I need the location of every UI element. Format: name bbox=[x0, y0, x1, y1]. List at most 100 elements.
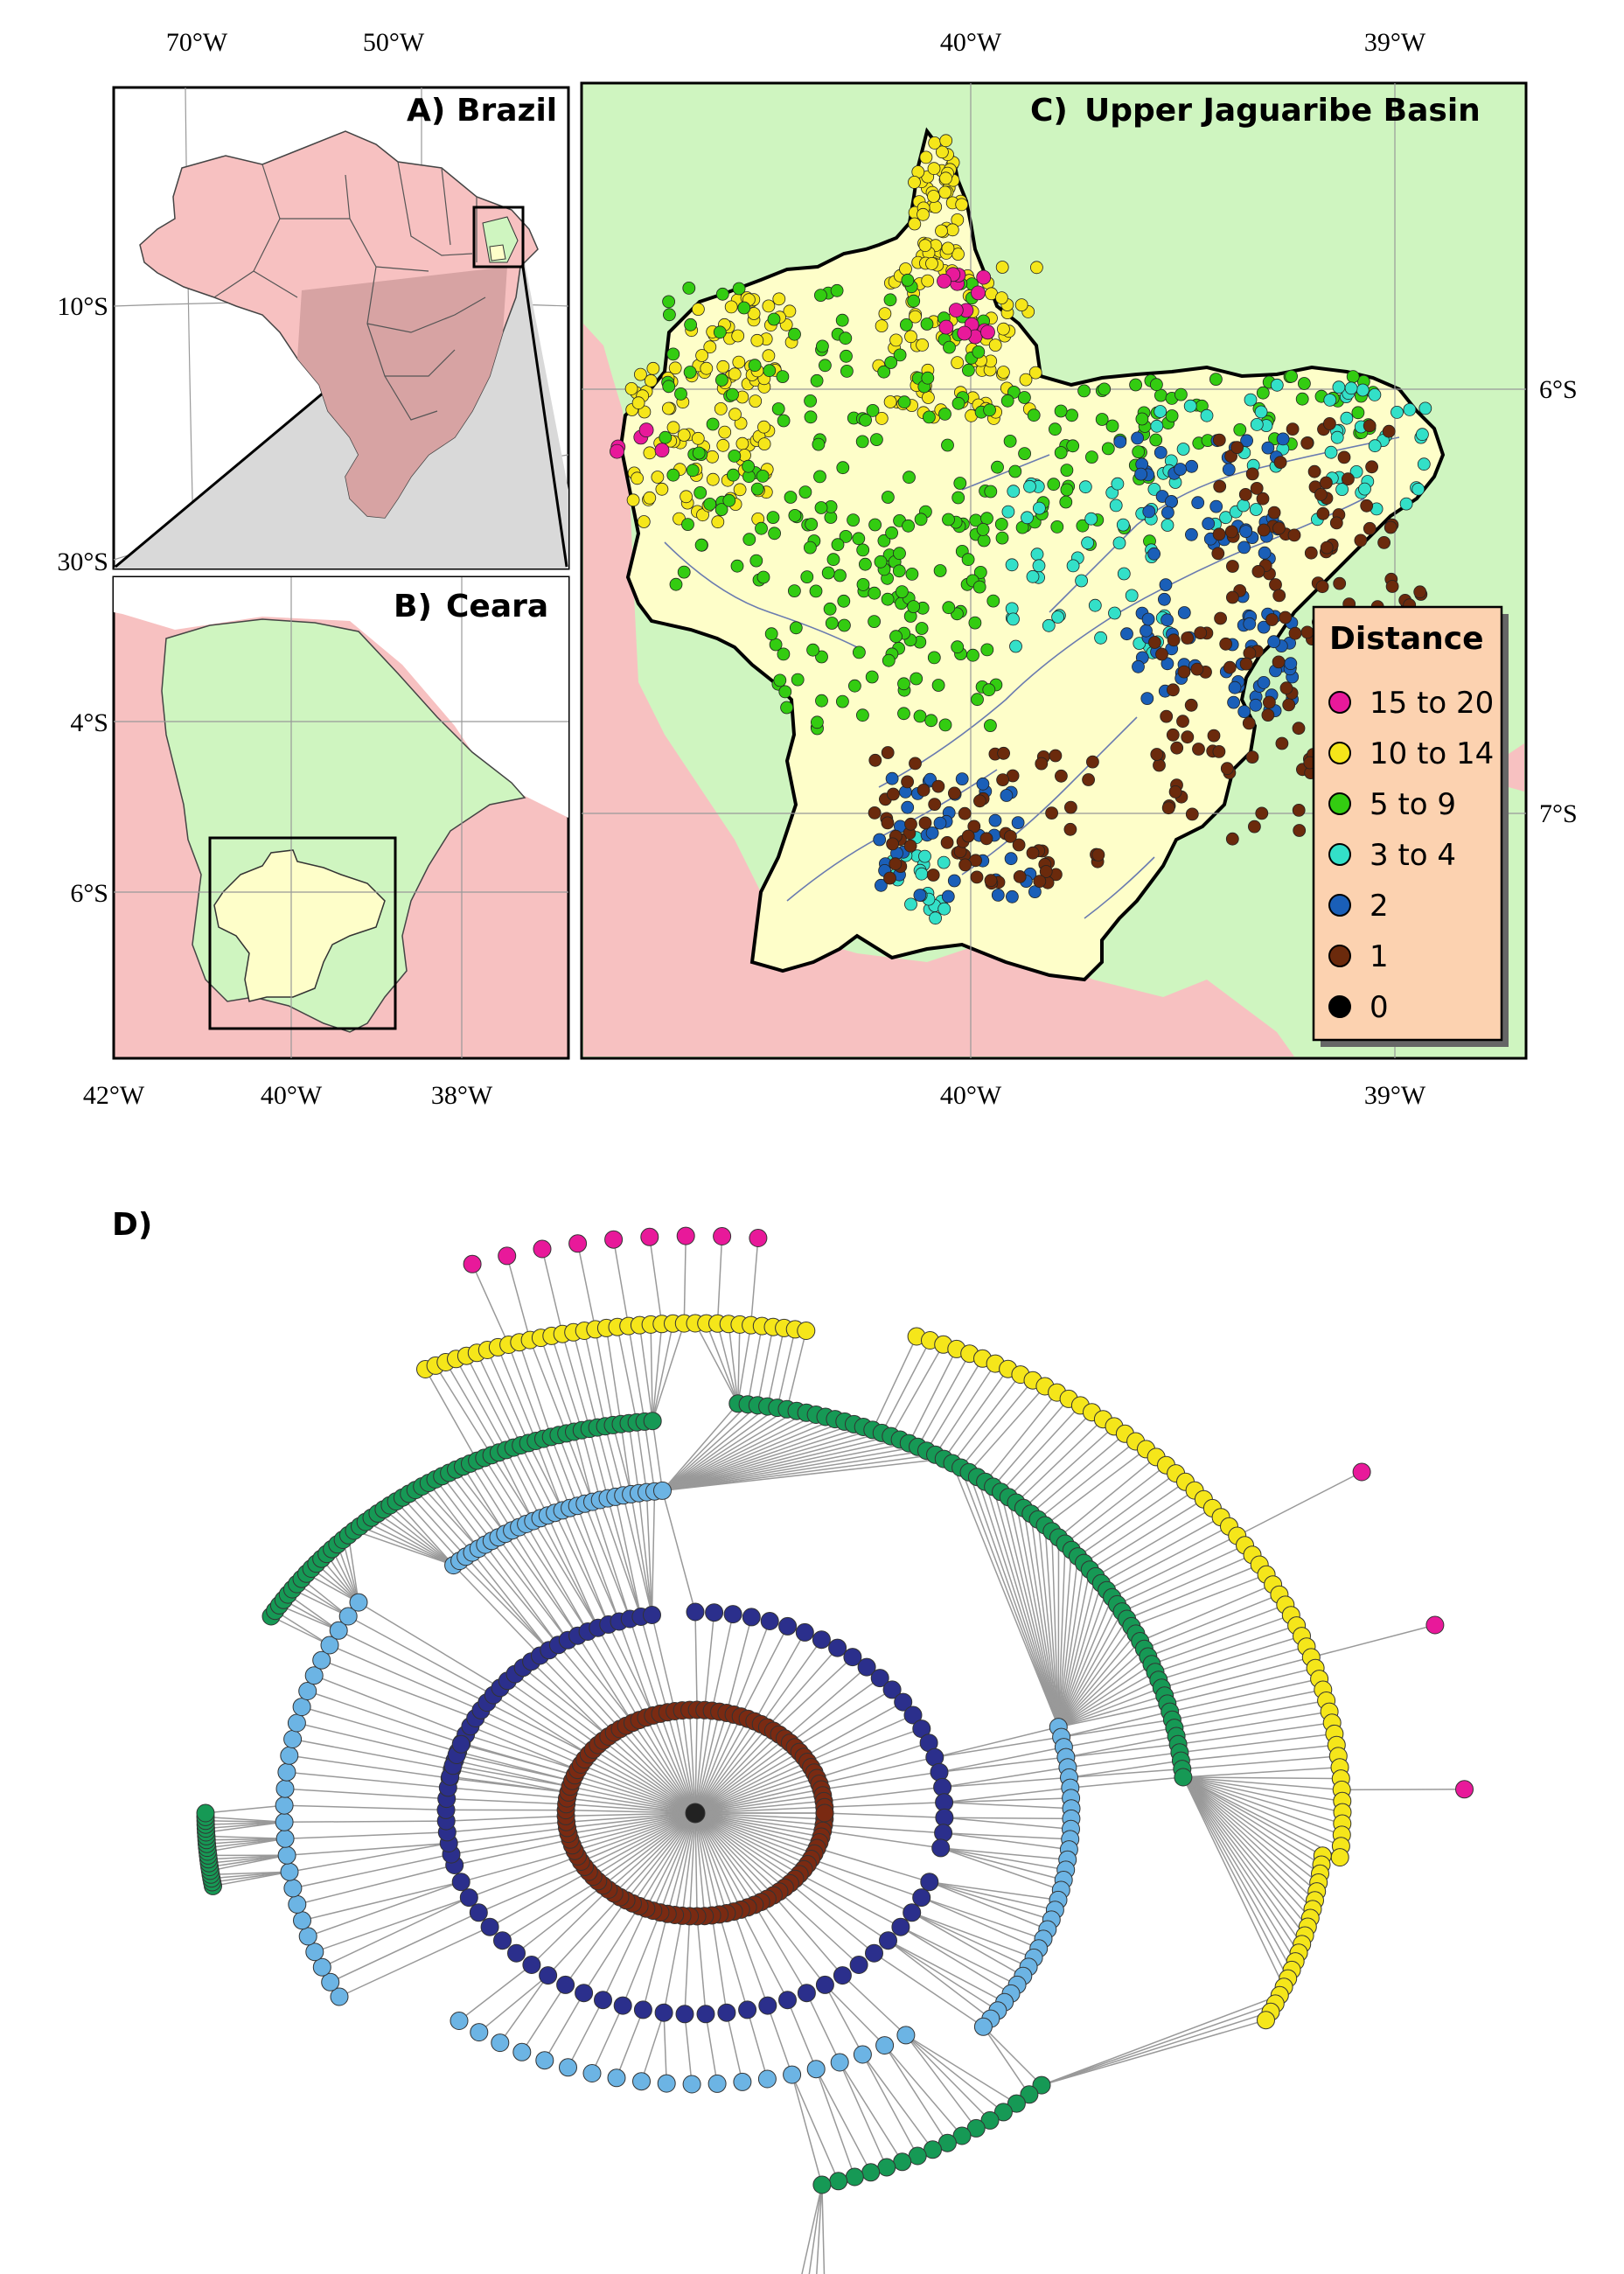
panel-c-right-tick-7s: 7°S bbox=[1539, 799, 1578, 828]
reservoir-point bbox=[935, 224, 948, 238]
tree-edge bbox=[1182, 1776, 1314, 1910]
reservoir-point bbox=[922, 391, 935, 404]
reservoir-point bbox=[1418, 401, 1432, 415]
reservoir-point bbox=[986, 594, 1000, 608]
tree-edge bbox=[911, 1912, 1029, 1968]
tree-edge bbox=[861, 2054, 918, 2157]
tree-edge bbox=[480, 1709, 585, 1761]
reservoir-point bbox=[1082, 773, 1095, 786]
reservoir-point bbox=[937, 273, 951, 289]
tree-edge bbox=[1069, 1768, 1182, 1779]
tree-edge bbox=[683, 1236, 687, 1324]
reservoir-point bbox=[819, 359, 832, 373]
reservoir-point bbox=[1174, 387, 1188, 401]
tree-edge bbox=[1182, 1776, 1342, 1847]
reservoir-point bbox=[933, 816, 947, 830]
tree-node bbox=[830, 2053, 849, 2072]
reservoir-point bbox=[809, 584, 823, 598]
reservoir-point bbox=[1149, 433, 1163, 447]
tree-edge bbox=[688, 1812, 696, 1916]
reservoir-point bbox=[940, 836, 954, 849]
reservoir-point bbox=[907, 294, 921, 308]
tree-edge bbox=[522, 1667, 610, 1738]
tree-edge bbox=[486, 1350, 529, 1444]
reservoir-point bbox=[984, 485, 998, 499]
reservoir-point bbox=[804, 394, 817, 408]
reservoir-point bbox=[839, 331, 853, 345]
reservoir-point bbox=[984, 719, 997, 732]
tree-edge bbox=[622, 1495, 653, 1615]
tree-node bbox=[594, 1991, 612, 2010]
tree-node bbox=[882, 1680, 902, 1699]
reservoir-point bbox=[762, 349, 776, 363]
tree-edge bbox=[1057, 1618, 1128, 1728]
reservoir-point bbox=[941, 889, 955, 903]
tree-edge bbox=[497, 1347, 537, 1441]
tree-edge bbox=[512, 1447, 548, 1517]
tree-edge bbox=[754, 1904, 808, 1994]
tree-edge bbox=[911, 1912, 1035, 1959]
tree-node bbox=[275, 1812, 294, 1831]
panel-a-inset-box bbox=[472, 206, 525, 269]
reservoir-point bbox=[1316, 506, 1330, 520]
reservoir-point bbox=[881, 746, 895, 759]
reservoir-point bbox=[970, 870, 984, 884]
reservoir-point bbox=[868, 615, 881, 628]
tree-edge bbox=[435, 1365, 492, 1456]
tree-edge bbox=[604, 1426, 624, 1496]
tree-edge bbox=[498, 1537, 568, 1641]
reservoir-point bbox=[703, 498, 717, 511]
tree-edge bbox=[711, 1614, 734, 1712]
reservoir-point bbox=[1190, 662, 1204, 676]
tree-node bbox=[760, 1612, 779, 1630]
tree-edge bbox=[450, 1832, 569, 1855]
legend-label: 10 to 14 bbox=[1370, 736, 1494, 771]
tree-edge bbox=[824, 1985, 864, 2055]
tree-edge bbox=[330, 1912, 479, 1983]
reservoir-point bbox=[1049, 749, 1063, 763]
tree-node bbox=[298, 1682, 317, 1700]
reservoir-point bbox=[610, 443, 624, 459]
tree-edge bbox=[599, 1499, 642, 1617]
tree-edge bbox=[575, 1812, 696, 1852]
tree-node bbox=[613, 1996, 632, 2015]
tree-node bbox=[451, 1873, 470, 1892]
reservoir-point bbox=[1220, 762, 1234, 776]
reservoir-point bbox=[1358, 482, 1371, 496]
tree-node bbox=[903, 1706, 923, 1725]
reservoir-point bbox=[882, 653, 896, 667]
tree-edge bbox=[607, 1497, 642, 1617]
panel-c-bottom-tick-40w: 40°W bbox=[940, 1081, 1002, 1110]
reservoir-point bbox=[681, 518, 694, 531]
tree-node bbox=[682, 2075, 701, 2094]
reservoir-point bbox=[1007, 485, 1021, 499]
tree-edge bbox=[993, 1398, 1070, 1488]
reservoir-point bbox=[913, 709, 927, 723]
reservoir-point bbox=[881, 816, 895, 830]
tree-edge bbox=[662, 1449, 927, 1492]
reservoir-point bbox=[714, 503, 728, 516]
tree-node bbox=[522, 1956, 541, 1974]
reservoir-point bbox=[1191, 496, 1205, 510]
tree-node bbox=[879, 1931, 897, 1950]
tree-edge bbox=[613, 1812, 696, 1894]
reservoir-point bbox=[1365, 460, 1378, 474]
reservoir-point bbox=[1177, 606, 1191, 619]
tree-edge bbox=[588, 1754, 696, 1814]
reservoir-point bbox=[1030, 261, 1043, 275]
tree-edge bbox=[540, 1337, 575, 1433]
tree-edge bbox=[1067, 1751, 1180, 1768]
reservoir-point bbox=[971, 285, 986, 301]
tree-edge bbox=[694, 1714, 735, 1814]
reservoir-point bbox=[1161, 506, 1174, 520]
tree-edge bbox=[547, 1896, 621, 1977]
reservoir-point bbox=[791, 673, 805, 687]
tree-edge bbox=[694, 1812, 825, 1826]
tree-edge bbox=[694, 1806, 825, 1814]
tree-node bbox=[675, 2005, 694, 2024]
tree-edge bbox=[1174, 1699, 1327, 1729]
reservoir-point bbox=[948, 786, 961, 800]
tree-edge bbox=[307, 1880, 462, 1937]
tree-edge bbox=[694, 1812, 780, 1893]
tree-node bbox=[896, 2026, 916, 2045]
